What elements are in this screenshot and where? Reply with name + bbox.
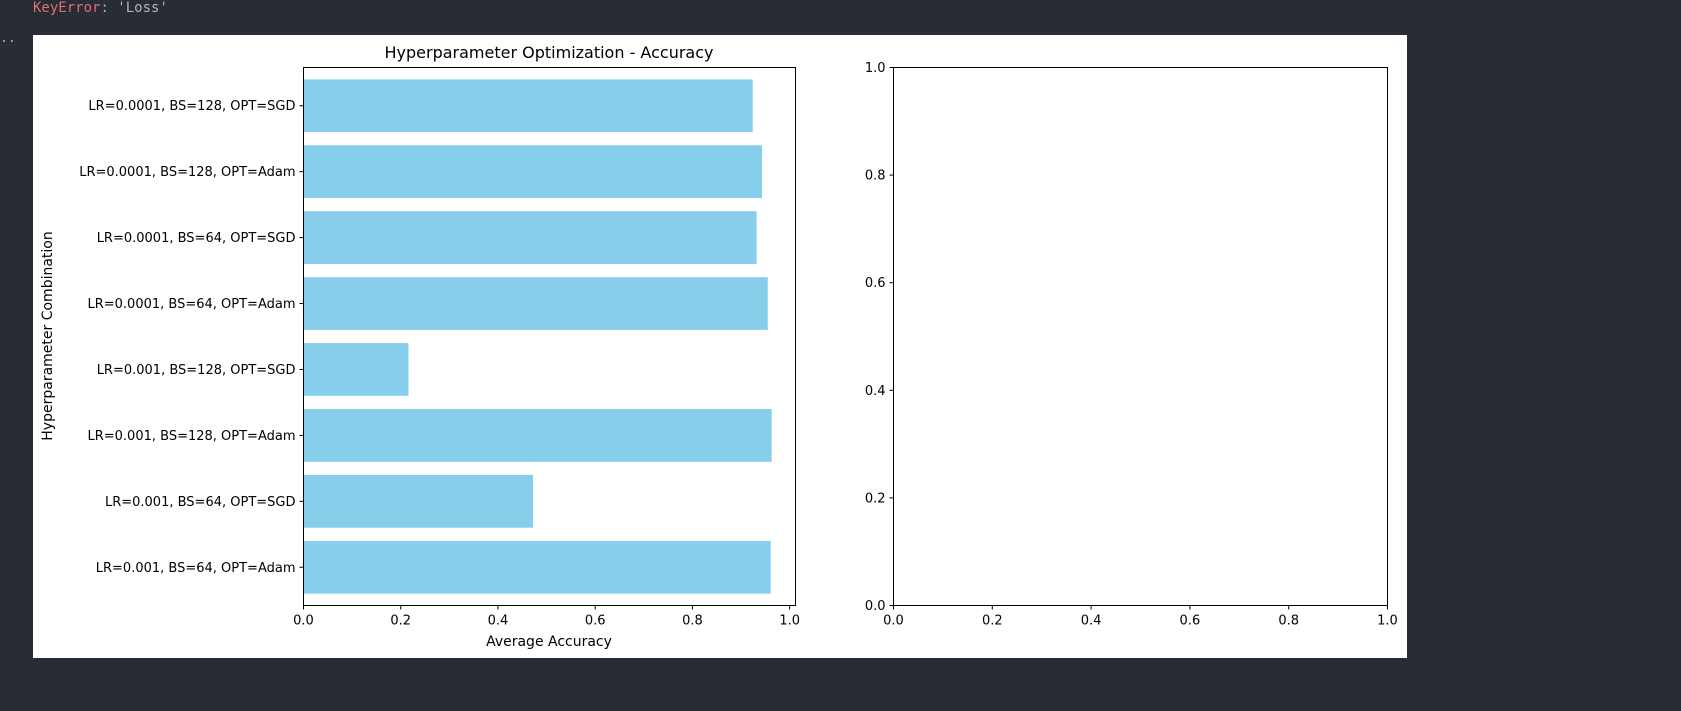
bar: [303, 474, 533, 528]
y-tick-label: LR=0.001, BS=64, OPT=SGD: [105, 495, 296, 510]
y-tick-label: LR=0.0001, BS=64, OPT=SGD: [97, 231, 296, 246]
bar: [303, 79, 753, 133]
bar: [303, 211, 757, 264]
x-tick-group: 0.0 0.2 0.4 0.6 0.8 1.0: [883, 605, 1398, 629]
error-message: : 'Loss': [100, 0, 168, 16]
x-tick-label: 0.0: [293, 614, 314, 629]
x-tick-label: 0.6: [1180, 614, 1201, 629]
x-tick-group: 0.0 0.2 0.4 0.6 0.8 1.0: [293, 605, 800, 629]
x-tick-label: 0.6: [585, 614, 606, 629]
bar-group: [303, 79, 772, 594]
bar: [303, 145, 762, 199]
x-tick-label: 0.0: [883, 614, 904, 629]
x-tick-label: 0.2: [390, 614, 411, 629]
figure-canvas: Hyperparameter Optimization - Accuracy A…: [40, 43, 1398, 650]
x-axis-label: Average Accuracy: [486, 634, 612, 650]
y-tick-label: LR=0.001, BS=64, OPT=Adam: [96, 561, 296, 576]
bar: [303, 343, 409, 396]
figure-output: Hyperparameter Optimization - Accuracy A…: [33, 35, 1407, 658]
empty-chart: 0.0 0.2 0.4 0.6 0.8 1.0 0.0 0.2 0.4 0.6 0.8 1.0: [865, 61, 1398, 629]
y-tick-label: 0.8: [865, 169, 886, 184]
y-axis-label: Hyperparameter Combination: [40, 231, 56, 440]
x-tick-label: 0.8: [682, 614, 703, 629]
y-tick-group: 0.0 0.2 0.4 0.6 0.8 1.0: [865, 61, 894, 614]
x-tick-label: 0.4: [1081, 614, 1102, 629]
y-tick-label: 1.0: [865, 61, 886, 76]
output-collapse-indicator[interactable]: ..: [0, 31, 16, 46]
y-tick-label: LR=0.0001, BS=128, OPT=Adam: [79, 165, 295, 180]
x-tick-label: 0.2: [982, 614, 1003, 629]
y-tick-label: LR=0.001, BS=128, OPT=SGD: [97, 363, 296, 378]
y-tick-label: 0.0: [865, 599, 886, 614]
x-tick-label: 1.0: [1377, 614, 1398, 629]
y-tick-label: 0.6: [865, 276, 886, 291]
y-tick-label: 0.4: [865, 384, 886, 399]
y-tick-label: 0.2: [865, 491, 886, 506]
accuracy-bar-chart: Hyperparameter Optimization - Accuracy A…: [40, 43, 800, 650]
y-tick-label: LR=0.0001, BS=128, OPT=SGD: [88, 99, 295, 114]
chart-title: Hyperparameter Optimization - Accuracy: [385, 43, 714, 62]
bar: [303, 540, 771, 594]
x-tick-label: 0.4: [488, 614, 509, 629]
y-tick-label: LR=0.0001, BS=64, OPT=Adam: [87, 297, 295, 312]
bar: [303, 277, 768, 330]
error-type: KeyError: [33, 0, 101, 16]
plot-frame: [303, 67, 796, 606]
y-tick-group: LR=0.0001, BS=128, OPT=SGD LR=0.0001, BS=…: [79, 99, 304, 576]
bar: [303, 409, 772, 462]
x-tick-label: 1.0: [779, 614, 800, 629]
plot-frame: [893, 67, 1388, 606]
x-tick-label: 0.8: [1278, 614, 1299, 629]
error-output-line: KeyError: 'Loss': [33, 0, 168, 16]
y-tick-label: LR=0.001, BS=128, OPT=Adam: [87, 429, 295, 444]
